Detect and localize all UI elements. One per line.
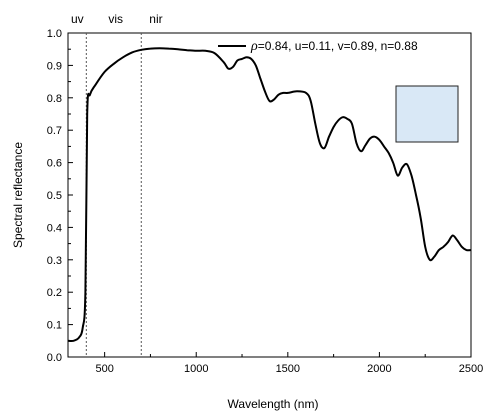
reflectance-series-line (67, 47, 472, 343)
plot-area: 500 1000 1500 2000 2500 0.0 0.1 0.2 0.3 0.4 0.5 0.6… (47, 12, 484, 375)
y-tick-label: 1.0 (47, 28, 62, 40)
y-tick-label: 0.3 (47, 255, 62, 267)
x-tick-label: 2000 (367, 363, 391, 375)
x-tick-label: 2500 (459, 363, 483, 375)
y-tick-label: 0.2 (47, 287, 62, 299)
y-axis-title: Spectral reflectance (11, 142, 25, 248)
x-tick-label: 500 (95, 363, 113, 375)
legend-rho-symbol: ρ (250, 39, 258, 54)
legend: ρ=0.84, u=0.11, v=0.89, n=0.88 (218, 39, 418, 54)
x-axis-title: Wavelength (nm) (228, 397, 319, 411)
y-tick-label: 0.7 (47, 125, 62, 137)
y-tick-label: 0.4 (47, 222, 62, 234)
y-tick-label: 0.9 (47, 60, 62, 72)
x-tick-label: 1500 (276, 363, 300, 375)
y-tick-label: 0.0 (47, 352, 62, 364)
legend-entry: ρ=0.84, u=0.11, v=0.89, n=0.88 (250, 39, 418, 54)
region-label-uv: uv (71, 12, 84, 26)
y-tick-label: 0.1 (47, 320, 62, 332)
region-label-vis: vis (108, 12, 123, 26)
region-label-nir: nir (149, 12, 162, 26)
plot-frame (67, 32, 472, 358)
y-tick-label: 0.6 (47, 158, 62, 170)
x-tick-label: 1000 (184, 363, 208, 375)
y-tick-label: 0.8 (47, 93, 62, 105)
legend-values: =0.84, u=0.11, v=0.89, n=0.88 (258, 39, 418, 53)
y-tick-label: 0.5 (47, 190, 62, 202)
sample-color-swatch (395, 85, 459, 143)
